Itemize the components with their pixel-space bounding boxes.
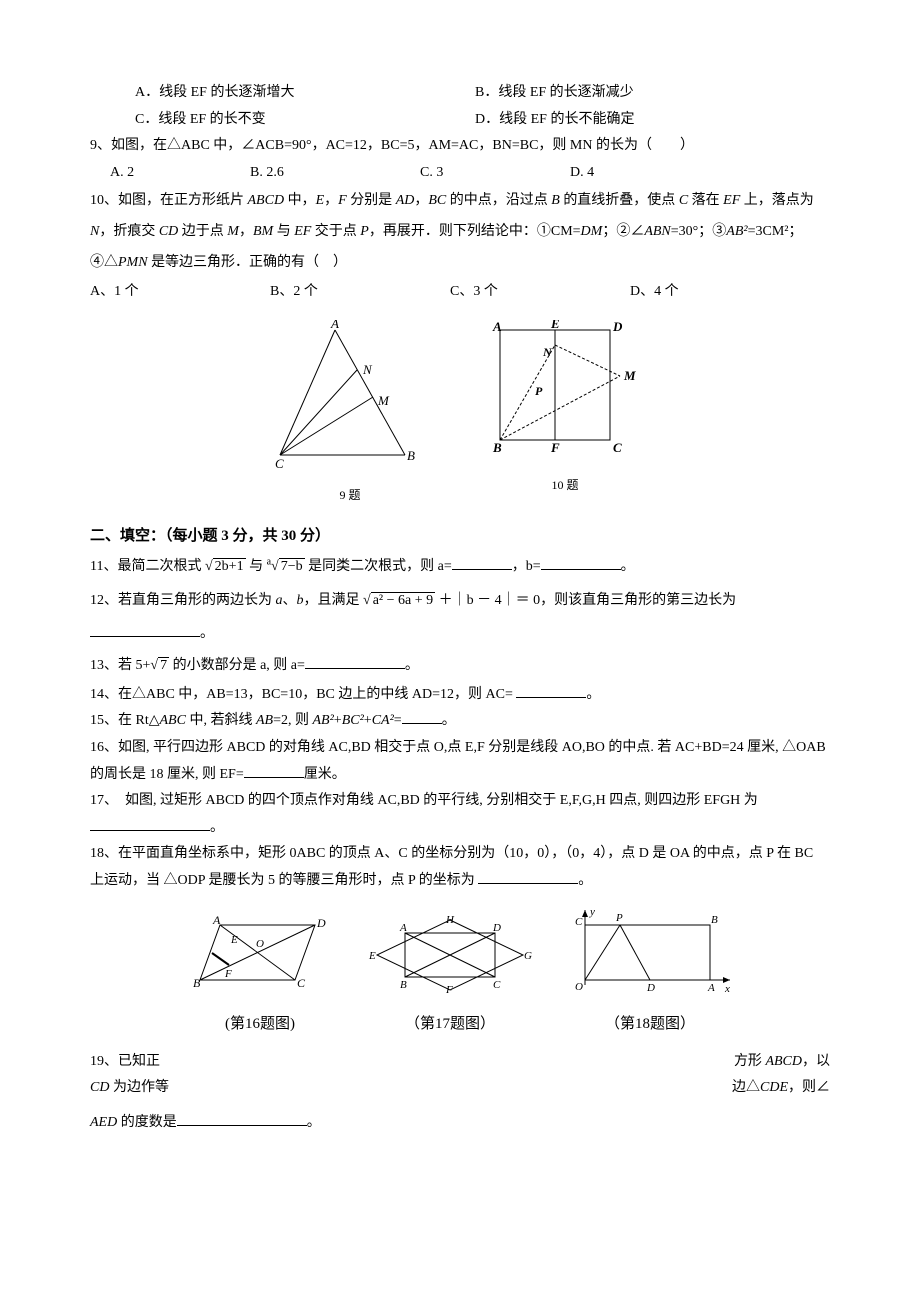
- fig9-wrap: A N M C B 9 题: [275, 320, 425, 506]
- svg-text:D: D: [612, 320, 623, 334]
- fig17-svg: A D B C H G F E: [365, 915, 535, 995]
- fig16-svg: A D B C E F O: [185, 915, 335, 995]
- q10-optA: A、1 个: [90, 279, 270, 306]
- sqrt-icon: √7−b: [271, 550, 305, 584]
- q8-optB: B．线段 EF 的长逐渐减少: [475, 80, 634, 107]
- svg-text:N: N: [362, 362, 373, 377]
- svg-text:D: D: [646, 982, 655, 994]
- svg-text:P: P: [535, 384, 543, 398]
- blank: [402, 709, 442, 724]
- q9-optA: A. 2: [110, 160, 250, 187]
- svg-text:E: E: [368, 950, 376, 962]
- blank: [541, 555, 621, 570]
- q10-optC: C、3 个: [450, 279, 630, 306]
- q10-stem: 10、如图，在正方形纸片 ABCD 中，E，F 分别是 AD，BC 的中点，沿过…: [90, 186, 830, 278]
- q14: 14、在△ABC 中，AB=13，BC=10，BC 边上的中线 AD=12，则 …: [90, 682, 830, 709]
- svg-text:B: B: [400, 979, 407, 991]
- q13: 13、若 5+√7 的小数部分是 a, 则 a=。: [90, 651, 830, 682]
- fig-row-16-18: A D B C E F O (第16题图) A D B C H G F E （第…: [90, 905, 830, 1039]
- q10-optD: D、4 个: [630, 279, 679, 306]
- fig18-label: （第18题图）: [565, 1010, 735, 1039]
- svg-text:F: F: [550, 440, 560, 455]
- fig10-caption: 10 题: [485, 474, 645, 497]
- svg-text:M: M: [377, 393, 390, 408]
- svg-text:A: A: [212, 915, 221, 927]
- svg-text:E: E: [550, 320, 560, 331]
- svg-text:F: F: [445, 984, 453, 995]
- sqrt-icon: √2b+1: [205, 550, 246, 584]
- q19: 19、已知正 方形 ABCD，以 CD 为边作等 边△CDE，则∠ AED 的度…: [90, 1049, 830, 1137]
- q9-optD: D. 4: [570, 160, 594, 187]
- svg-text:C: C: [575, 916, 583, 928]
- svg-text:G: G: [524, 950, 532, 962]
- blank: [305, 654, 405, 669]
- svg-text:D: D: [492, 922, 501, 934]
- fig16-wrap: A D B C E F O (第16题图): [185, 915, 335, 1039]
- q17: 17、 如图, 过矩形 ABCD 的四个顶点作对角线 AC,BD 的平行线, 分…: [90, 788, 830, 841]
- svg-text:C: C: [613, 440, 622, 455]
- svg-text:P: P: [615, 912, 623, 924]
- svg-text:C: C: [493, 979, 501, 991]
- fig18-wrap: O A B C D P y x （第18题图）: [565, 905, 735, 1039]
- q9-stem: 9、如图，在△ABC 中，∠ACB=90°，AC=12，BC=5，AM=AC，B…: [90, 133, 830, 160]
- svg-text:O: O: [256, 938, 264, 950]
- q10-options: A、1 个 B、2 个 C、3 个 D、4 个: [90, 279, 830, 306]
- svg-text:B: B: [492, 440, 502, 455]
- q8-optD: D．线段 EF 的长不能确定: [475, 107, 634, 134]
- svg-text:E: E: [230, 934, 238, 946]
- q16: 16、如图, 平行四边形 ABCD 的对角线 AC,BD 相交于点 O,点 E,…: [90, 735, 830, 788]
- blank: [244, 763, 304, 778]
- q18: 18、在平面直角坐标系中，矩形 0ABC 的顶点 A、C 的坐标分别为（10，0…: [90, 841, 830, 894]
- svg-text:A: A: [707, 982, 715, 994]
- blank: [90, 816, 210, 831]
- section2-header: 二、填空：（每小题 3 分，共 30 分）: [90, 522, 830, 551]
- svg-text:H: H: [445, 915, 455, 926]
- q9-optB: B. 2.6: [250, 160, 420, 187]
- fig9-caption: 9 题: [275, 484, 425, 507]
- fig18-svg: O A B C D P y x: [565, 905, 735, 995]
- svg-text:B: B: [407, 448, 415, 463]
- fig-row-9-10: A N M C B 9 题 A E D B F C N M P 10 题: [90, 320, 830, 506]
- fig17-label: （第17题图）: [365, 1010, 535, 1039]
- fig9-svg: A N M C B: [275, 320, 425, 470]
- blank: [90, 622, 200, 637]
- svg-text:A: A: [492, 320, 502, 334]
- q9-optC: C. 3: [420, 160, 570, 187]
- svg-text:N: N: [542, 345, 553, 359]
- fig10-svg: A E D B F C N M P: [485, 320, 645, 460]
- svg-text:y: y: [589, 906, 595, 918]
- blank: [516, 683, 586, 698]
- q10-optB: B、2 个: [270, 279, 450, 306]
- svg-text:B: B: [193, 976, 201, 990]
- svg-text:A: A: [330, 320, 339, 331]
- blank: [177, 1111, 307, 1126]
- svg-text:x: x: [724, 983, 730, 995]
- sqrt-icon: √a² − 6a + 9: [363, 584, 435, 618]
- q9-options: A. 2 B. 2.6 C. 3 D. 4: [90, 160, 830, 187]
- fig10-wrap: A E D B F C N M P 10 题: [485, 320, 645, 506]
- fig17-wrap: A D B C H G F E （第17题图）: [365, 915, 535, 1039]
- svg-text:F: F: [224, 968, 232, 980]
- svg-text:A: A: [399, 922, 407, 934]
- svg-text:O: O: [575, 981, 583, 993]
- q8-options-row2: C．线段 EF 的长不变 D．线段 EF 的长不能确定: [90, 107, 830, 134]
- q8-options-row1: A．线段 EF 的长逐渐增大 B．线段 EF 的长逐渐减少: [90, 80, 830, 107]
- blank: [452, 555, 512, 570]
- svg-text:M: M: [623, 368, 636, 383]
- blank: [478, 869, 578, 884]
- svg-text:B: B: [711, 914, 718, 926]
- q12: 12、若直角三角形的两边长为 a、b，且满足 √a² − 6a + 9 ＋｜b …: [90, 584, 830, 651]
- q8-optC: C．线段 EF 的长不变: [135, 107, 475, 134]
- q11: 11、最简二次根式 √2b+1 与 a√7−b 是同类二次根式，则 a=，b=。: [90, 550, 830, 584]
- svg-text:C: C: [297, 976, 306, 990]
- fig16-label: (第16题图): [185, 1010, 335, 1039]
- q15: 15、在 Rt△ABC 中, 若斜线 AB=2, 则 AB²+BC²+CA²=。: [90, 708, 830, 735]
- svg-text:C: C: [275, 456, 284, 470]
- q8-optA: A．线段 EF 的长逐渐增大: [135, 80, 475, 107]
- svg-text:D: D: [316, 916, 326, 930]
- sqrt-icon: √7: [150, 651, 169, 682]
